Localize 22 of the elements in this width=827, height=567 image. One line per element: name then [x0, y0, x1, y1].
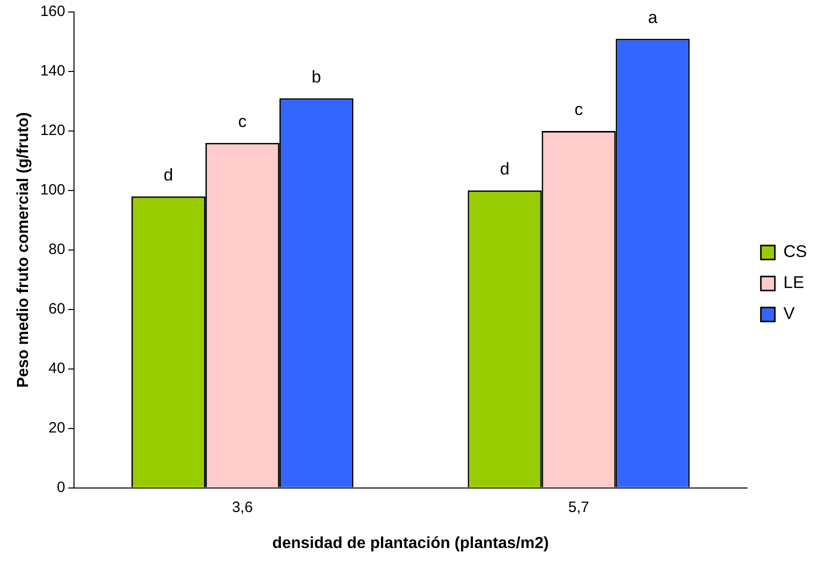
x-tick-label: 5,7 [568, 498, 590, 516]
data-label: a [648, 8, 658, 27]
y-tick-label: 100 [40, 182, 66, 199]
legend-label: CS [783, 242, 808, 262]
y-tick-label: 0 [56, 478, 66, 496]
x-tick-label: 3,6 [232, 498, 253, 516]
y-tick-label: 160 [40, 3, 66, 20]
legend-label: V [783, 304, 796, 324]
y-tick-label: 80 [48, 241, 66, 258]
data-label: d [164, 166, 174, 185]
y-tick-label: 20 [48, 419, 66, 436]
legend-label: LE [783, 273, 804, 292]
data-label: b [312, 67, 322, 86]
y-tick-label: 120 [40, 122, 66, 140]
data-label: c [238, 112, 248, 132]
y-tick-label: 140 [40, 62, 66, 80]
x-axis-title: densidad de plantación (plantas/m2) [272, 534, 549, 552]
y-tick-label: 60 [48, 300, 66, 318]
data-label: c [574, 100, 584, 120]
y-axis-title: Peso medio fruto comercial (g/fruto) [15, 112, 32, 388]
data-label: d [500, 160, 510, 179]
y-tick-label: 40 [48, 360, 66, 377]
